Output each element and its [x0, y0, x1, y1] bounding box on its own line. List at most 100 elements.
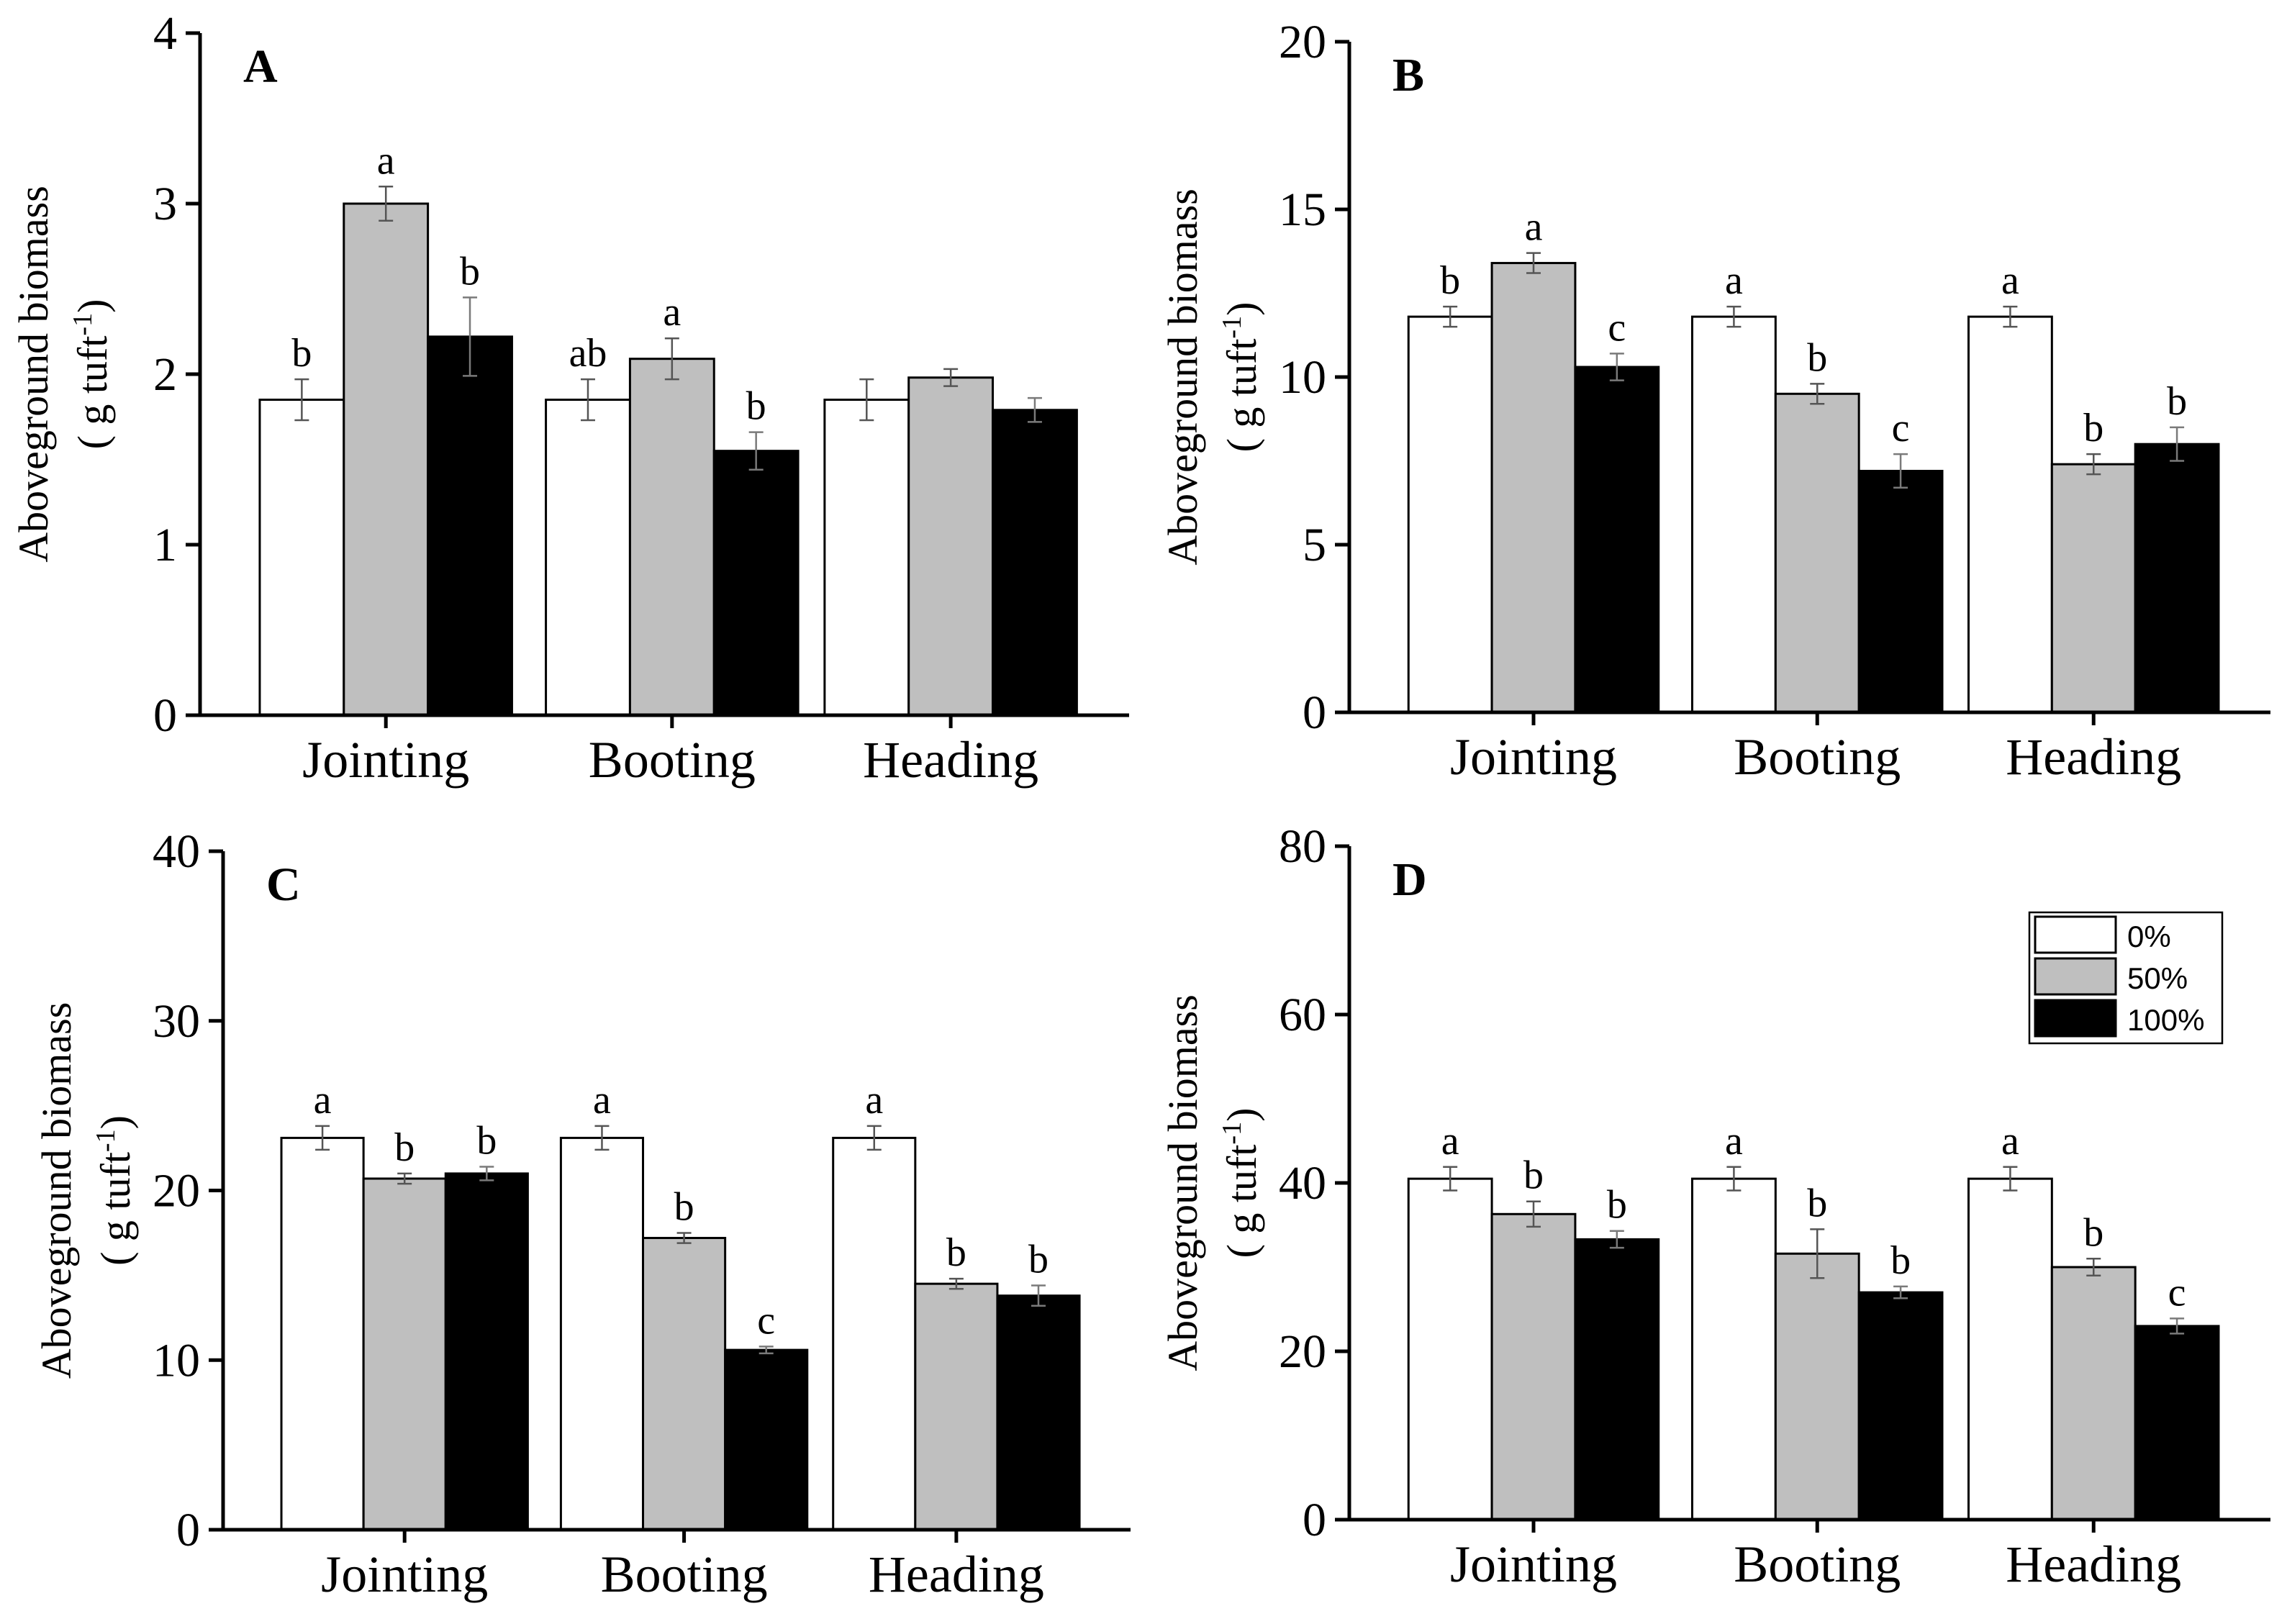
bar: [1690, 1177, 1777, 1521]
bar: [1490, 262, 1577, 714]
chart-panel-c: a a a b b b b c b 0 10 20 30 40 Jointing Booting Heading…: [33, 825, 1131, 1603]
bar: [724, 1348, 809, 1531]
bar: [1774, 392, 1860, 714]
y-tick-label: 20: [153, 1165, 200, 1217]
y-tick-label: 0: [1303, 686, 1326, 739]
legend: 0% 50% 100%: [2028, 911, 2224, 1045]
legend-label: 0%: [2127, 920, 2171, 953]
legend-swatch: [2034, 915, 2117, 954]
significance-letter: a: [1725, 1119, 1743, 1163]
bar: [2134, 443, 2220, 714]
bar: [1407, 315, 1493, 714]
y-tick-label: 3: [153, 178, 177, 230]
significance-letter: b: [1523, 1153, 1544, 1198]
bar: [280, 1136, 365, 1531]
bar: [1690, 315, 1777, 714]
x-tick-label: Booting: [589, 731, 756, 789]
x-tick-label: Booting: [1734, 1535, 1901, 1593]
x-tick-label: Jointing: [1450, 728, 1617, 786]
significance-letter: b: [674, 1184, 694, 1229]
bar: [1774, 1252, 1860, 1521]
y-tick-label: 20: [1279, 16, 1326, 68]
significance-letter: ab: [569, 331, 607, 376]
y-tick-label: 10: [1279, 351, 1326, 404]
bar: [559, 1136, 645, 1531]
chart-panel-d: a a a b b b b b c 0 20 40 60 80 Jointing Booting Heading…: [1159, 820, 2270, 1593]
significance-letter: b: [394, 1125, 415, 1170]
legend-label: 100%: [2127, 1003, 2204, 1037]
chart-panel-b: b a a a b b c c b 0 5 10 15 20 Jointing Booting Heading B…: [1159, 16, 2270, 786]
y-tick-label: 0: [176, 1504, 200, 1556]
significance-letter: b: [1807, 1181, 1827, 1225]
panel-label: A: [243, 40, 278, 93]
bar: [2134, 1325, 2220, 1521]
significance-letter: c: [2168, 1270, 2186, 1315]
significance-letter: a: [663, 290, 681, 335]
significance-letter: a: [377, 138, 395, 183]
bar: [914, 1282, 999, 1531]
bar: [2050, 1266, 2137, 1521]
bar: [1857, 469, 1944, 714]
y-axis-title: Aboveground biomass: [1159, 994, 1206, 1371]
bar: [907, 376, 995, 717]
x-tick-label: Jointing: [321, 1546, 488, 1603]
x-tick-label: Heading: [2006, 1535, 2181, 1593]
bar: [362, 1177, 447, 1531]
y-tick-label: 2: [153, 348, 177, 401]
significance-letter: b: [2167, 379, 2187, 424]
y-tick-label: 0: [1303, 1494, 1326, 1546]
y-axis-title: Aboveground biomass: [10, 186, 57, 563]
y-tick-label: 5: [1303, 519, 1326, 571]
significance-letter: b: [460, 249, 480, 294]
y-axis-unit: ( g tuft-1): [1217, 1108, 1265, 1258]
panel-label: B: [1392, 49, 1424, 101]
bar: [628, 358, 715, 717]
y-tick-label: 80: [1279, 820, 1326, 873]
x-tick-label: Booting: [601, 1546, 768, 1603]
panel-label: C: [266, 858, 301, 911]
y-tick-label: 0: [153, 689, 177, 742]
bar: [642, 1237, 727, 1531]
bar: [712, 450, 800, 717]
significance-letter: b: [946, 1230, 966, 1275]
significance-letter: b: [1607, 1183, 1627, 1228]
significance-letter: b: [1807, 335, 1827, 380]
significance-letter: b: [2083, 1210, 2103, 1255]
significance-letter: b: [1028, 1238, 1049, 1282]
bar: [996, 1294, 1081, 1531]
significance-letter: a: [1525, 205, 1543, 250]
y-axis-unit: ( g tuft-1): [91, 1115, 139, 1266]
panel-label: D: [1392, 853, 1427, 906]
significance-letter: b: [476, 1118, 497, 1163]
y-tick-label: 30: [153, 995, 200, 1048]
legend-label: 50%: [2127, 961, 2188, 995]
significance-letter: a: [2001, 258, 2019, 303]
bar: [1574, 1238, 1660, 1521]
y-tick-label: 1: [153, 519, 177, 571]
y-tick-label: 15: [1279, 183, 1326, 236]
significance-letter: b: [746, 384, 766, 429]
y-tick-label: 20: [1279, 1325, 1326, 1378]
significance-letter: c: [1608, 305, 1626, 350]
bar: [1857, 1291, 1944, 1521]
legend-swatch: [2034, 957, 2117, 996]
significance-letter: c: [757, 1298, 775, 1343]
x-tick-label: Heading: [863, 731, 1038, 789]
significance-letter: a: [1441, 1119, 1459, 1163]
bar: [1407, 1177, 1493, 1521]
y-axis-unit: ( g tuft-1): [1217, 302, 1265, 453]
bar: [1490, 1212, 1577, 1521]
x-tick-label: Heading: [2006, 728, 2181, 786]
y-axis-title: Aboveground biomass: [33, 1002, 80, 1379]
bar: [1574, 366, 1660, 714]
significance-letter: c: [1892, 406, 1910, 450]
x-tick-label: Booting: [1734, 728, 1901, 786]
bar: [545, 399, 631, 717]
significance-letter: a: [314, 1078, 332, 1122]
y-axis-unit: ( g tuft-1): [68, 299, 116, 450]
bar: [832, 1136, 917, 1531]
bar: [258, 399, 345, 717]
y-tick-label: 40: [153, 825, 200, 878]
x-tick-label: Jointing: [302, 731, 469, 789]
